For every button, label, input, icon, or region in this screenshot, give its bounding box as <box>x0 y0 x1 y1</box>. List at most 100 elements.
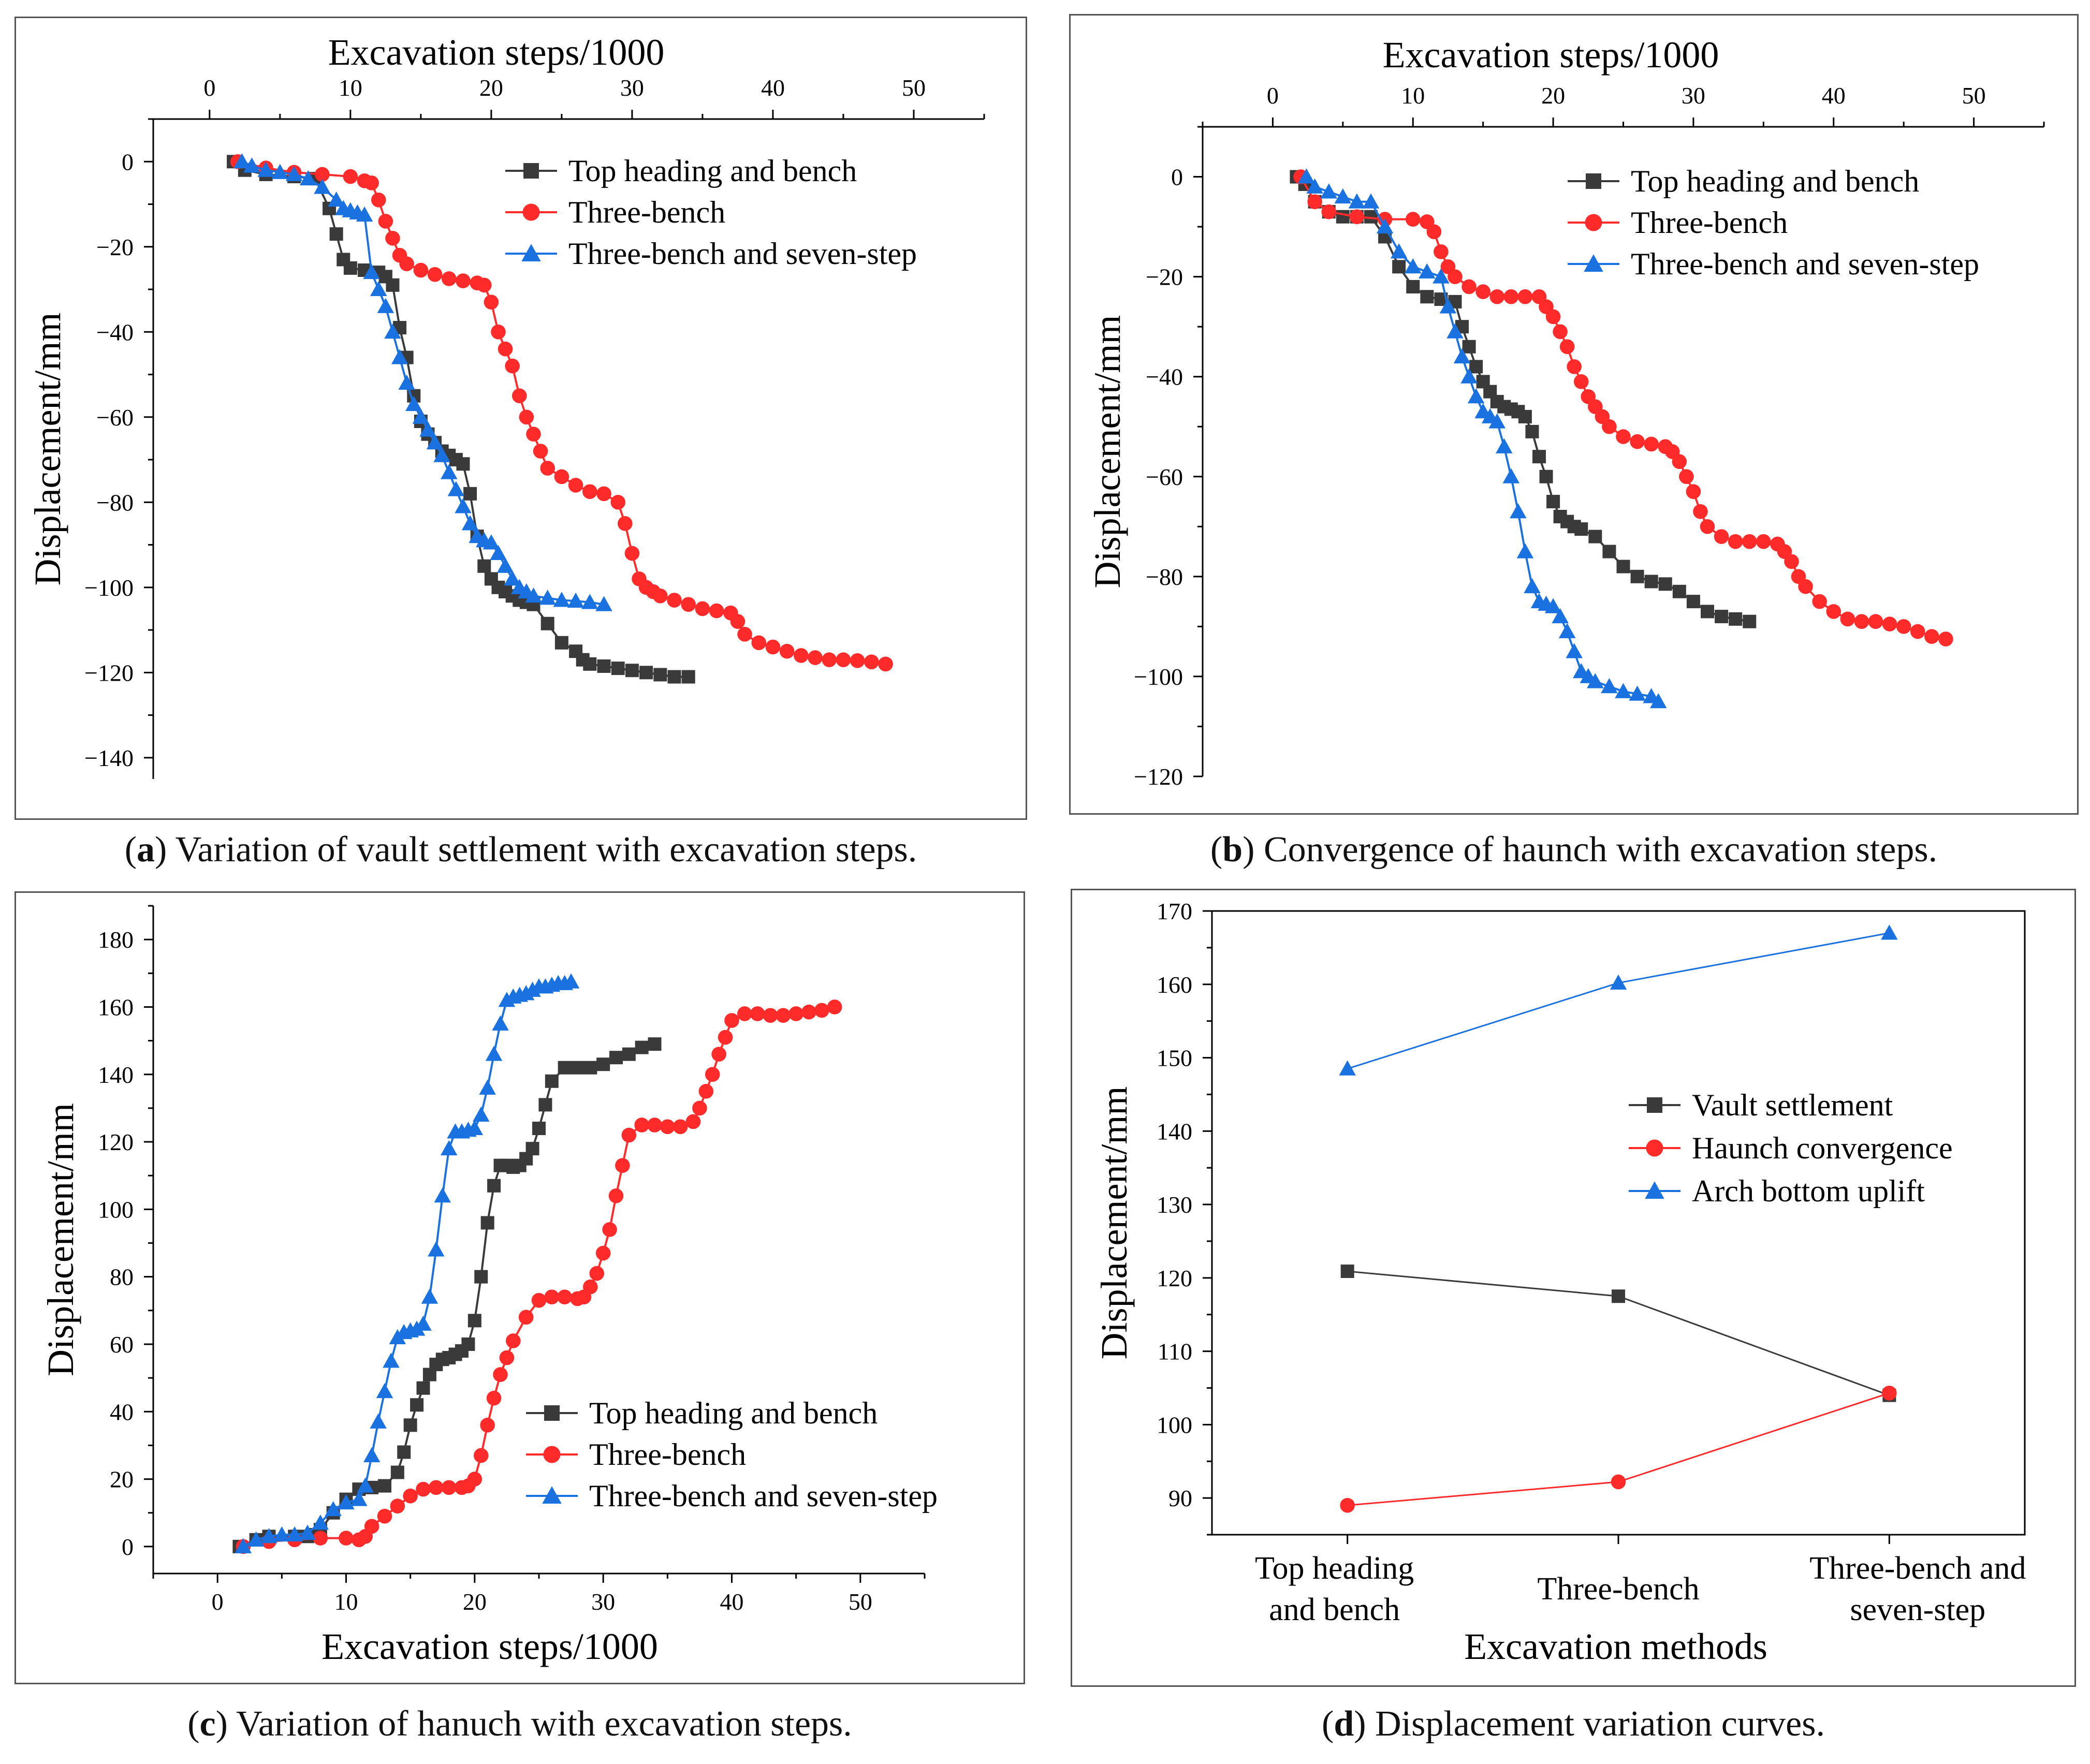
chart-a-series-top-heading-point <box>625 664 639 678</box>
chart-c-series-seven-step-point <box>235 1538 252 1553</box>
chart-c-series-three-bench-point <box>557 1289 572 1305</box>
chart-c-y-tick-label-0: 0 <box>122 1534 134 1560</box>
chart-a-legend: Top heading and bench Three-bench Three-be… <box>505 154 917 271</box>
chart-b-series-three-bench-point <box>1553 324 1568 340</box>
chart-b-series-three-bench-point <box>1349 209 1365 225</box>
chart-d-series-1-point-2 <box>1882 1386 1897 1401</box>
chart-c-axes <box>144 905 926 1583</box>
chart-b-y-tick-label-5: −100 <box>1134 664 1183 690</box>
chart-c-series-three-bench-point <box>615 1158 630 1173</box>
chart-c-series-three-bench-point <box>467 1472 483 1487</box>
chart-c-series-seven-step-point <box>338 1494 355 1510</box>
chart-d-legend-marker-0 <box>1647 1097 1662 1113</box>
chart-c-series-three-bench-point <box>692 1100 707 1116</box>
chart-a-y-tick-label-6: −120 <box>84 659 134 686</box>
chart-a-series-three-bench-point <box>554 469 569 484</box>
chart-c-series-seven-step-point <box>440 1140 458 1156</box>
chart-a-y-tick-label-1: −20 <box>96 234 134 260</box>
caption-c-text: Variation of hanuch with excavation step… <box>227 1704 852 1744</box>
chart-c-y-tick-label-7: 140 <box>98 1062 134 1088</box>
chart-d-series-1-point-0 <box>1340 1497 1355 1513</box>
chart-b-series-seven-step-point <box>1552 608 1569 624</box>
chart-b-series-top-heading-point <box>1574 522 1588 536</box>
chart-c-legend-label-1: Three-bench <box>589 1437 746 1472</box>
chart-a-series-three-bench-point <box>794 648 809 663</box>
chart-a-series-seven-step <box>233 153 612 611</box>
chart-d-y-axis-title: Displacement/mm <box>1093 1086 1135 1360</box>
chart-b-y-tick-label-1: −20 <box>1146 264 1183 290</box>
chart-b-series-top-heading-point <box>1532 450 1546 464</box>
chart-a-series-seven-step-point <box>419 421 436 437</box>
chart-c-series-seven-step-point <box>479 1079 496 1095</box>
chart-b-series-seven-step-point <box>1558 623 1576 639</box>
chart-a-legend-marker-0 <box>523 163 539 179</box>
chart-c-series-top-heading-point <box>487 1179 501 1193</box>
chart-b-series-three-bench-point <box>1489 289 1505 304</box>
chart-c-series-top-heading-point <box>416 1381 430 1395</box>
chart-a-y-tick-label-2: −40 <box>96 319 134 345</box>
chart-a-series-seven-step-point <box>271 164 289 179</box>
chart-c-series-seven-step-point <box>299 1524 316 1540</box>
chart-a-series-three-bench-point <box>779 643 795 659</box>
caption-b-text: Convergence of haunch with excavation st… <box>1254 830 1938 870</box>
chart-a-series-seven-step-point <box>595 596 612 611</box>
chart-b-series-seven-step-point <box>1419 263 1436 278</box>
chart-b-series-three-bench-point <box>1475 284 1490 299</box>
chart-c-series-three-bench-point <box>673 1119 688 1135</box>
chart-a-series-three-bench-point <box>624 546 640 561</box>
chart-a-series-three-bench-point <box>765 639 781 655</box>
chart-c-legend-marker-2 <box>542 1486 562 1504</box>
chart-c-series-three-bench-point <box>480 1418 495 1433</box>
chart-a-series-top-heading-point <box>667 670 681 684</box>
chart-b-series-three-bench <box>1293 169 1953 646</box>
chart-a-series-seven-step-point <box>496 557 514 573</box>
chart-a-series-seven-step-point <box>398 374 415 390</box>
chart-d-series-1 <box>1340 1386 1897 1513</box>
chart-c-series-seven-step-point <box>383 1353 400 1368</box>
chart-c-series-three-bench-point <box>441 1480 457 1495</box>
chart-d-axes <box>1203 910 2026 1544</box>
chart-b-series-seven-step-point <box>1629 685 1646 701</box>
chart-a-series-three-bench-point <box>315 167 330 182</box>
chart-c-series-seven-step-point <box>325 1501 342 1517</box>
chart-c-x-axis-title: Excavation steps/1000 <box>321 1626 658 1667</box>
chart-b-series-seven-step-point <box>1446 323 1464 339</box>
chart-a-series-seven-step-point <box>441 464 458 479</box>
chart-a-series-three-bench-point <box>653 588 668 604</box>
chart-c-series-top-heading-point <box>410 1398 424 1412</box>
chart-a-series-seven-step-point <box>243 157 260 173</box>
chart-c-series-seven-step-line <box>242 980 572 1548</box>
chart-c-series-seven-step-point <box>350 1491 368 1506</box>
chart-b-y-axis-title: Displacement/mm <box>1087 315 1128 589</box>
chart-b-series-three-bench-point <box>1448 269 1463 284</box>
chart-c-series-three-bench-point <box>801 1004 816 1020</box>
chart-b-series-three-bench-point <box>1910 624 1925 639</box>
chart-b-series-three-bench-point <box>1679 469 1694 484</box>
chart-a-series-three-bench-point <box>878 656 893 672</box>
chart-c-series-seven-step-point <box>562 973 580 989</box>
chart-d-legend-label-2: Arch bottom uplift <box>1692 1174 1925 1208</box>
chart-c-series-three-bench-point <box>499 1350 515 1365</box>
chart-c-series-top-heading-point <box>648 1037 662 1051</box>
chart-a-series-seven-step-point <box>483 534 500 550</box>
chart-c-series-top-heading-point <box>538 1098 552 1112</box>
chart-a-series-three-bench-point <box>836 652 851 667</box>
chart-b-series-seven-step-point <box>1439 298 1457 314</box>
chart-c-y-axis-title: Displacement/mm <box>40 1103 81 1376</box>
caption-d-text: Displacement variation curves. <box>1366 1704 1825 1744</box>
chart-b-series-three-bench-point <box>1573 374 1589 389</box>
chart-d-y-tick-label-4: 130 <box>1157 1192 1192 1218</box>
chart-b-series-seven-step-point <box>1510 503 1527 519</box>
chart-a-legend-marker-2 <box>521 244 541 261</box>
chart-c-y-tick-label-9: 180 <box>98 927 134 953</box>
chart-b-series-three-bench-point <box>1517 289 1533 304</box>
chart-c-legend-label-2: Three-bench and seven-step <box>589 1479 938 1513</box>
chart-b-series-top-heading-point <box>1420 290 1434 304</box>
chart-d-series-2-line <box>1347 932 1890 1070</box>
chart-b-series-top-heading-point <box>1701 605 1714 619</box>
chart-a-series-three-bench-point <box>730 614 746 629</box>
chart-a-series-top-heading-point <box>611 662 625 675</box>
chart-b-series-top-heading-point <box>1602 545 1616 558</box>
chart-a-series-seven-step-point <box>391 349 408 364</box>
chart-d-x-tick-label-0-0: Top heading <box>1255 1551 1414 1586</box>
